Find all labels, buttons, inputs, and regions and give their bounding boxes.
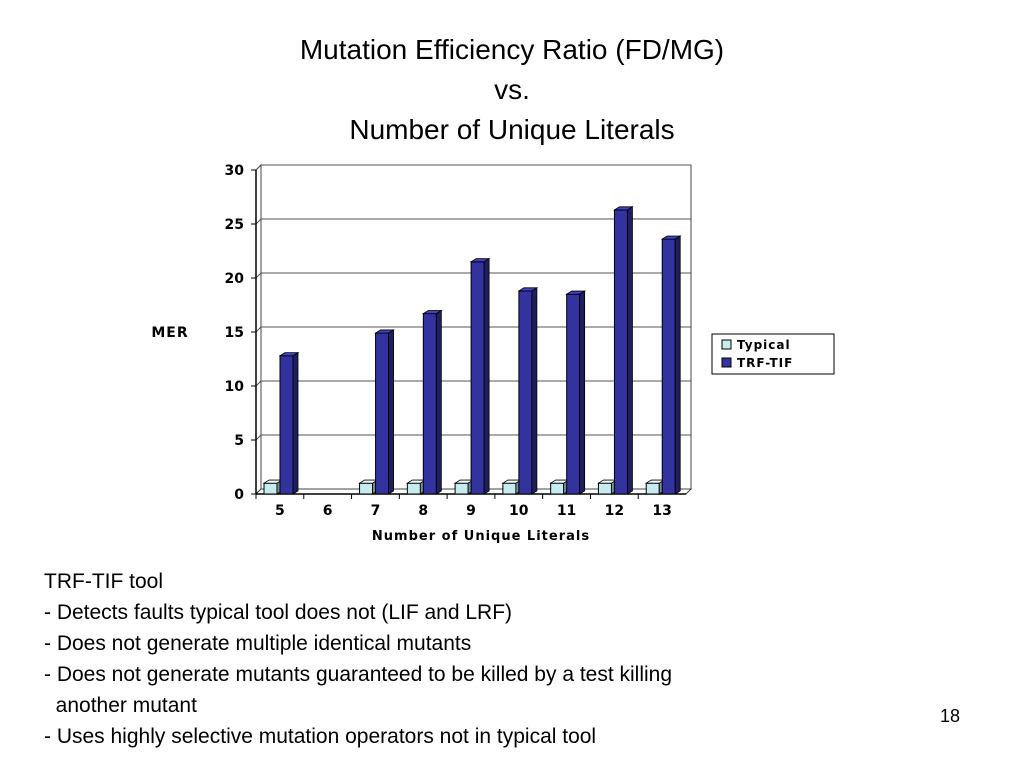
bar-side-trf-tif-5: [292, 351, 299, 495]
x-axis-title: Number of Unique Literals: [372, 529, 590, 544]
bar-typical-12: [597, 482, 612, 495]
bar-side-trf-tif-10: [531, 287, 538, 495]
legend-swatch-trf-tif: [721, 357, 732, 368]
bar-typical-11: [550, 482, 565, 495]
x-tick-label: 5: [275, 503, 285, 519]
x-tick-label: 13: [652, 503, 671, 519]
bar-typical-10: [502, 482, 517, 495]
x-tick-label: 7: [371, 503, 381, 519]
slide-number: 18: [940, 706, 961, 726]
bar-typical-7: [359, 482, 374, 495]
body-line-2: - Detects faults typical tool does not (…: [44, 601, 513, 624]
x-tick-label: 11: [557, 503, 576, 519]
title-line-1: Mutation Efficiency Ratio (FD/MG): [299, 34, 725, 65]
y-tick-label: 30: [225, 163, 245, 179]
bar-side-trf-tif-9: [483, 257, 490, 495]
y-tick-label: 25: [225, 217, 244, 233]
bar-side-trf-tif-12: [627, 206, 633, 495]
gridline: [255, 218, 691, 225]
y-axis-title: MER: [151, 325, 188, 341]
bar-side-trf-tif-8: [435, 309, 442, 495]
bar-trf-tif-7: [375, 332, 390, 495]
body-line-5: another mutant: [44, 694, 197, 717]
gridline: [255, 380, 691, 387]
bar-trf-tif-5: [279, 355, 294, 495]
body-line-4: - Does not generate mutants guaranteed t…: [44, 663, 673, 686]
bar-trf-tif-10: [518, 290, 533, 495]
x-tick-label: 6: [323, 503, 333, 519]
body-text: TRF-TIF tool - Detects faults typical to…: [44, 566, 904, 752]
bar-side-trf-tif-13: [674, 235, 681, 495]
title-line-3: Number of Unique Literals: [349, 114, 675, 145]
gridline: [255, 434, 691, 441]
x-tick-label: 8: [418, 503, 428, 519]
bar-trf-tif-13: [661, 238, 676, 495]
y-tick-label: 5: [234, 433, 244, 449]
x-tick-label: 12: [605, 503, 624, 519]
bar-typical-8: [406, 482, 421, 495]
legend-swatch-typical: [721, 339, 732, 350]
gridline: [255, 326, 691, 333]
bar-trf-tif-8: [422, 313, 437, 495]
y-tick-label: 0: [234, 487, 244, 503]
bar-typical-9: [454, 482, 469, 495]
bar-trf-tif-11: [566, 293, 581, 495]
body-line-3: - Does not generate multiple identical m…: [44, 632, 472, 655]
bar-trf-tif-12: [613, 209, 628, 495]
body-line-1: TRF-TIF tool: [44, 570, 163, 593]
bar-side-trf-tif-7: [388, 329, 394, 495]
legend-label-typical: Typical: [737, 338, 791, 352]
bar-trf-tif-9: [470, 261, 485, 495]
x-tick-label: 9: [466, 503, 476, 519]
bar-typical-5: [263, 482, 278, 495]
bar-side-trf-tif-11: [579, 290, 586, 495]
slide-title: Mutation Efficiency Ratio (FD/MG) vs. Nu…: [0, 30, 1024, 150]
bar-typical-13: [645, 482, 660, 495]
gridline: [255, 272, 691, 279]
body-line-6: - Uses highly selective mutation operato…: [44, 725, 597, 748]
y-tick-label: 15: [225, 325, 244, 341]
legend-box: [711, 333, 835, 375]
legend-label-trf-tif: TRF-TIF: [737, 356, 793, 370]
y-tick-label: 10: [225, 379, 245, 395]
y-tick-label: 20: [225, 271, 245, 287]
title-line-2: vs.: [494, 74, 530, 105]
gridline: [255, 164, 691, 171]
x-tick-label: 10: [509, 503, 529, 519]
